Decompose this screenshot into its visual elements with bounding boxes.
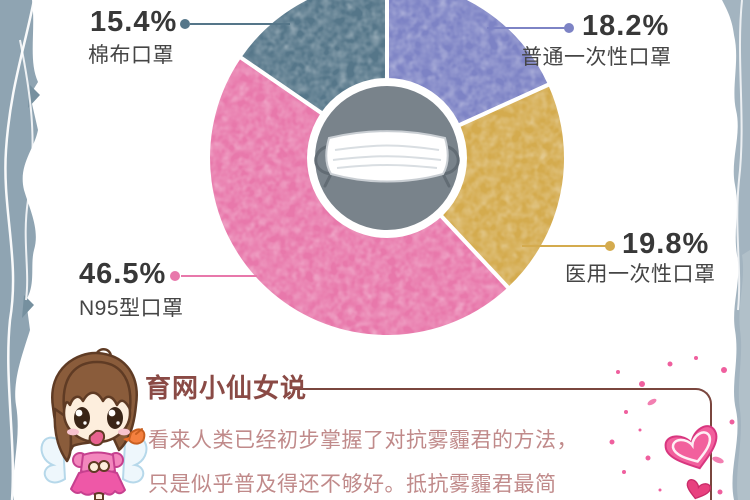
leader-dot-n95 <box>170 271 180 281</box>
fairy-speech-line1: 看来人类已经初步掌握了对抗雾霾君的方法， <box>148 429 578 452</box>
fairy-speech-title: 育网小仙女说 <box>145 373 308 403</box>
pct-ordinary-disposable-mask: 18.2% <box>582 10 670 42</box>
leader-line-n95 <box>181 275 257 277</box>
leader-dot-medical <box>605 241 615 251</box>
left-edge-decoration <box>0 0 40 500</box>
pct-medical-disposable-mask: 19.8% <box>622 228 710 260</box>
fairy-mouth <box>88 429 106 447</box>
right-edge-decoration <box>722 0 750 500</box>
leader-dot-cotton <box>180 19 190 29</box>
leader-line-medical <box>522 245 608 247</box>
label-n95-mask: N95型口罩 <box>79 297 184 320</box>
fairy-skirt <box>70 469 126 497</box>
small-heart-icon <box>686 479 711 500</box>
leader-line-cotton <box>190 23 290 25</box>
orange-bird-icon <box>123 428 146 445</box>
pct-cotton-mask: 15.4% <box>90 6 178 38</box>
label-ordinary-disposable-mask: 普通一次性口罩 <box>521 46 672 69</box>
fairy-speech-line2: 只是似乎普及得还不够好。抵抗雾霾君最简 <box>148 473 557 496</box>
big-heart-icon <box>664 425 718 470</box>
fairy-leg <box>94 492 104 500</box>
leader-dot-ordinary <box>564 23 574 33</box>
leader-line-ordinary <box>487 27 567 29</box>
fairy-blush <box>67 428 79 436</box>
label-medical-disposable-mask: 医用一次性口罩 <box>565 263 716 286</box>
fairy-hands <box>88 461 100 473</box>
surgical-mask-icon <box>314 130 460 188</box>
pct-n95-mask: 46.5% <box>79 258 167 290</box>
fairy-girl-mascot <box>40 348 148 500</box>
fairy-bangs <box>62 360 132 411</box>
label-cotton-mask: 棉布口罩 <box>88 44 174 67</box>
mask-types-pie-chart <box>206 0 569 339</box>
